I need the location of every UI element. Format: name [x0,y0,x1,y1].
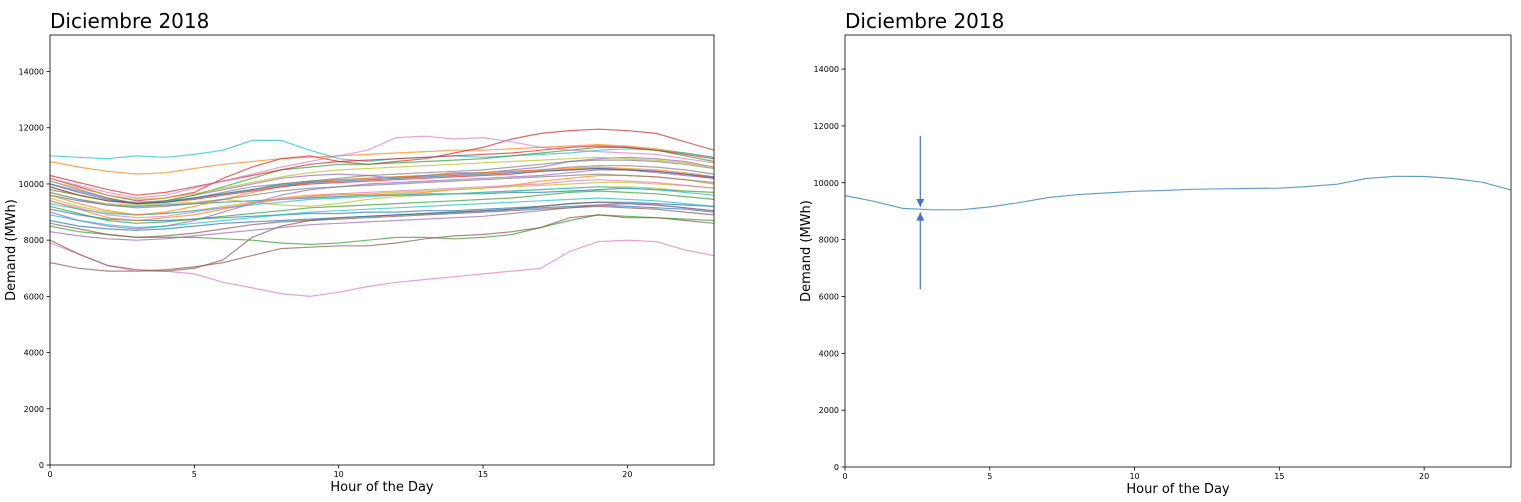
x-tick-label: 5 [987,472,992,481]
y-tick-label: 6000 [24,292,44,301]
y-tick-label: 10000 [814,179,839,188]
chart-svg: 0 5 10 15 20 0 2000 4000 6000 8000 10000 12000 14000… [4,34,715,495]
x-tick-label: 10 [1129,472,1139,481]
plot-frame [49,34,715,466]
x-tick-label: 0 [842,472,847,481]
series-line [49,128,715,202]
series-line [49,179,715,219]
series-line [49,202,715,241]
series-group [49,128,715,298]
series-line [49,156,715,201]
y-tick-label: 10000 [19,180,44,189]
chart-svg: 0 5 10 15 20 0 2000 4000 6000 8000 10000 12000 14000… [799,34,1512,497]
series-line [49,173,715,209]
y-tick-label: 6000 [819,292,839,301]
series-line [844,175,1512,211]
y-tick-label: 4000 [819,349,839,358]
series-line [49,145,715,196]
x-tick-label: 20 [622,470,632,479]
annotation-arrow-head [916,212,925,221]
y-tick-label: 2000 [24,405,44,414]
x-tick-label: 15 [478,470,488,479]
y-tick-label: 14000 [19,68,44,77]
y-tick-label: 12000 [814,122,839,131]
series-line [49,166,715,216]
plot-frame [844,34,1512,468]
series-line [49,214,715,272]
series-line [49,139,715,163]
series-line [49,197,715,229]
annotation-arrow-head [916,198,925,207]
y-tick-label: 8000 [24,236,44,245]
series-line [49,205,715,239]
y-tick-label: 4000 [24,349,44,358]
y-axis-label: Demand (MWh) [4,199,19,301]
x-tick-label: 5 [192,470,197,479]
chart-title: Diciembre 2018 [845,9,1005,33]
series-line [49,239,715,298]
chart-panel-right: Diciembre 2018 0 5 10 15 20 0 2000 4000 6000 8000… [795,0,1521,502]
series-line [49,187,715,208]
y-tick-label: 14000 [814,65,839,74]
series-line [49,190,715,224]
x-tick-label: 10 [334,470,344,479]
y-tick-label: 2000 [819,406,839,415]
series-line [49,146,715,205]
x-axis-label: Hour of the Day [1126,482,1230,497]
x-tick-label: 20 [1419,472,1429,481]
y-tick-label: 0 [39,461,44,470]
y-tick-label: 12000 [19,124,44,133]
x-tick-label: 15 [1274,472,1284,481]
series-line [49,174,715,222]
chart-panel-left: Diciembre 2018 0 5 10 15 20 0 2000 4000 6000 8000… [0,0,760,502]
chart-title: Diciembre 2018 [50,9,210,33]
y-tick-label: 0 [834,463,839,472]
series-line [49,186,715,216]
series-line [49,143,715,175]
y-tick-label: 8000 [819,236,839,245]
x-axis-label: Hour of the Day [330,480,434,495]
series-line [49,135,715,199]
series-group [844,175,1512,211]
series-line [49,167,715,205]
y-axis-label: Demand (MWh) [799,200,814,302]
x-tick-label: 0 [47,470,52,479]
